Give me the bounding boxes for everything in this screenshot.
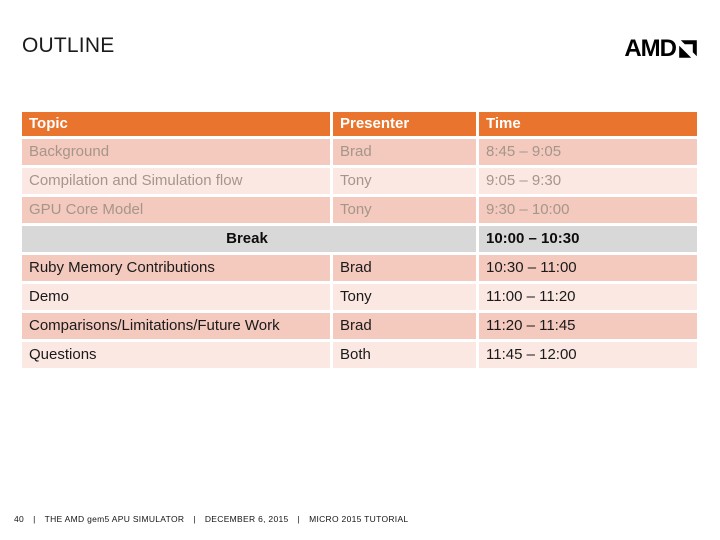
amd-logo-text: AMD	[624, 35, 677, 62]
time-cell: 11:00 – 11:20	[479, 284, 697, 310]
topic-cell: Ruby Memory Contributions	[22, 255, 330, 281]
time-cell: 11:20 – 11:45	[479, 313, 697, 339]
header-topic: Topic	[22, 112, 330, 136]
time-cell: 9:05 – 9:30	[479, 168, 697, 194]
time-cell: 10:30 – 11:00	[479, 255, 697, 281]
footer-item: MICRO 2015 TUTORIAL	[309, 514, 409, 524]
footer-item: THE AMD gem5 APU SIMULATOR	[44, 514, 185, 524]
table-row: Demo Tony 11:00 – 11:20	[22, 284, 697, 310]
presenter-cell: Both	[333, 342, 476, 368]
presenter-cell: Brad	[333, 255, 476, 281]
amd-logo: AMD	[624, 37, 698, 61]
footer-separator: |	[33, 514, 36, 524]
time-cell: 10:00 – 10:30	[479, 226, 697, 252]
break-row: Break 10:00 – 10:30	[22, 226, 697, 252]
slide-footer: 40 | THE AMD gem5 APU SIMULATOR | DECEMB…	[14, 514, 408, 524]
presenter-cell: Tony	[333, 168, 476, 194]
footer-separator: |	[193, 514, 196, 524]
topic-cell: Compilation and Simulation flow	[22, 168, 330, 194]
page-title: OUTLINE	[22, 34, 115, 57]
footer-separator: |	[297, 514, 301, 524]
table-row: Questions Both 11:45 – 12:00	[22, 342, 697, 368]
table-header-row: Topic Presenter Time	[22, 112, 697, 136]
table-row: Comparisons/Limitations/Future Work Brad…	[22, 313, 697, 339]
time-cell: 8:45 – 9:05	[479, 139, 697, 165]
topic-cell: Questions	[22, 342, 330, 368]
topic-cell: Comparisons/Limitations/Future Work	[22, 313, 330, 339]
topic-cell: Demo	[22, 284, 330, 310]
page-number: 40	[14, 514, 25, 524]
topic-cell: GPU Core Model	[22, 197, 330, 223]
time-cell: 11:45 – 12:00	[479, 342, 697, 368]
topic-cell: Background	[22, 139, 330, 165]
table-row: Ruby Memory Contributions Brad 10:30 – 1…	[22, 255, 697, 281]
presenter-cell: Tony	[333, 197, 476, 223]
footer-item: DECEMBER 6, 2015	[204, 514, 289, 524]
table-row: GPU Core Model Tony 9:30 – 10:00	[22, 197, 697, 223]
schedule-table: Topic Presenter Time Background Brad 8:4…	[19, 109, 700, 371]
break-label-cell: Break	[22, 226, 476, 252]
table-row: Compilation and Simulation flow Tony 9:0…	[22, 168, 697, 194]
presenter-cell: Tony	[333, 284, 476, 310]
presenter-cell: Brad	[333, 139, 476, 165]
table-row: Background Brad 8:45 – 9:05	[22, 139, 697, 165]
presenter-cell: Brad	[333, 313, 476, 339]
header-presenter: Presenter	[333, 112, 476, 136]
header-time: Time	[479, 112, 697, 136]
time-cell: 9:30 – 10:00	[479, 197, 697, 223]
amd-arrow-icon	[679, 40, 697, 58]
